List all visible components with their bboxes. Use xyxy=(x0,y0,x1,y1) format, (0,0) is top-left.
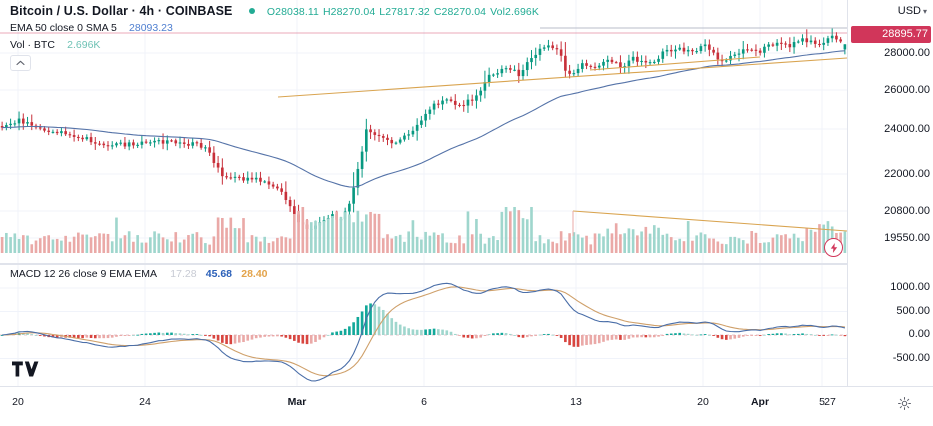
market-open-dot xyxy=(248,8,255,15)
chevron-up-icon[interactable] xyxy=(10,55,31,71)
price-scale-tick: 20800.00 xyxy=(884,205,930,217)
macd-chart-canvas[interactable] xyxy=(0,265,847,387)
ohlc-volume-value: 2.696K xyxy=(505,6,539,18)
symbol-legend-row[interactable]: Bitcoin / U.S. Dollar · 4h · COINBASE O2… xyxy=(10,4,539,19)
ohlc-close-value: 28270.04 xyxy=(441,6,487,18)
price-pane-legend: Bitcoin / U.S. Dollar · 4h · COINBASE O2… xyxy=(10,4,539,71)
volume-legend-row[interactable]: Vol · BTC 2.696K xyxy=(10,38,539,52)
macd-scale-tick: 1000.00 xyxy=(890,281,930,293)
current-price-badge[interactable]: 28895.77 xyxy=(851,26,931,43)
ohlc-high-value: 28270.04 xyxy=(330,6,376,18)
pane-divider xyxy=(0,263,933,264)
time-axis-tick: 5 xyxy=(819,396,825,408)
ohlc-low-value: 27817.32 xyxy=(385,6,430,18)
ohlc-low-label: L xyxy=(379,6,386,18)
time-axis-tick: 6 xyxy=(421,396,427,408)
macd-hist-value: 17.28 xyxy=(170,268,197,280)
price-pane[interactable] xyxy=(0,0,847,263)
ema-indicator-name[interactable]: EMA 50 close 0 SMA 5 xyxy=(10,22,117,34)
ohlc-high-label: H xyxy=(322,6,331,18)
chevron-down-icon: ▾ xyxy=(922,7,927,16)
symbol-title[interactable]: Bitcoin / U.S. Dollar · 4h · COINBASE xyxy=(10,4,233,18)
time-axis-tick: 24 xyxy=(139,396,151,408)
currency-label: USD xyxy=(897,5,921,17)
ohlc-close-label: C xyxy=(433,6,442,18)
time-axis[interactable]: 20 24 Mar 6 13 20 27 Apr 5 xyxy=(0,361,933,426)
currency-selector[interactable]: USD ▾ xyxy=(898,5,927,17)
ema-legend-row[interactable]: EMA 50 close 0 SMA 5 28093.23 xyxy=(10,21,539,35)
macd-scale-tick: 500.00 xyxy=(896,304,930,317)
price-scale-tick: 22000.00 xyxy=(884,168,930,180)
macd-pane-legend: MACD 12 26 close 9 EMA EMA 17.28 45.68 2… xyxy=(10,267,268,283)
price-scale-tick: 24000.00 xyxy=(884,123,930,135)
volume-indicator-name[interactable]: Vol · BTC xyxy=(10,39,55,51)
chevron-up-glyph xyxy=(16,60,25,66)
macd-indicator-name[interactable]: MACD 12 26 close 9 EMA EMA xyxy=(10,268,158,280)
macd-legend-row[interactable]: MACD 12 26 close 9 EMA EMA 17.28 45.68 2… xyxy=(10,267,268,281)
ohlc-values: O28038.11 H28270.04 L27817.32 C28270.04 Vol2… xyxy=(267,6,539,18)
price-scale-tick: 19550.00 xyxy=(884,232,930,244)
time-axis-tick: 20 xyxy=(12,396,24,408)
tradingview-logo[interactable] xyxy=(12,359,42,379)
price-chart-canvas[interactable] xyxy=(0,0,847,263)
ohlc-open-label: O xyxy=(266,6,276,18)
price-scale[interactable]: USD ▾ 28000.00 26000.00 24000.00 22000.00 208… xyxy=(847,0,933,386)
lightning-bolt-icon[interactable] xyxy=(824,238,843,257)
lightning-bolt-glyph xyxy=(830,242,837,253)
macd-signal-value: 28.40 xyxy=(241,268,268,280)
volume-indicator-value: 2.696K xyxy=(67,39,101,51)
gear-icon[interactable] xyxy=(898,397,911,410)
ohlc-open-value: 28038.11 xyxy=(275,6,319,18)
time-axis-tick: Mar xyxy=(287,396,307,408)
time-axis-tick: 13 xyxy=(570,396,582,408)
time-axis-tick: 27 xyxy=(824,396,836,408)
price-scale-tick: 28000.00 xyxy=(884,47,930,59)
time-axis-tick: Apr xyxy=(750,396,770,408)
macd-scale-tick: -500.00 xyxy=(892,351,930,364)
macd-pane[interactable] xyxy=(0,264,847,387)
time-axis-tick: 20 xyxy=(697,396,709,408)
ema-indicator-value: 28093.23 xyxy=(129,22,173,34)
price-scale-tick: 26000.00 xyxy=(884,84,930,96)
ohlc-volume-label: Vol xyxy=(490,6,506,18)
macd-line-value: 45.68 xyxy=(205,268,233,280)
macd-scale-tick: 0.00 xyxy=(908,328,930,340)
